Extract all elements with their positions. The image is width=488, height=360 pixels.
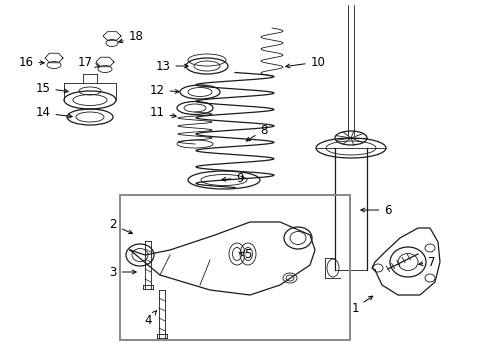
Text: 14: 14 (36, 107, 72, 120)
Text: 18: 18 (119, 31, 143, 44)
Text: 8: 8 (246, 123, 267, 141)
Bar (120, 195, 349, 340)
Text: 1: 1 (350, 296, 372, 315)
Text: 15: 15 (36, 81, 68, 94)
Text: 12: 12 (149, 84, 179, 96)
Text: 7: 7 (418, 256, 435, 269)
Text: 9: 9 (222, 171, 243, 184)
Text: 16: 16 (19, 55, 44, 68)
Text: 17: 17 (77, 55, 99, 68)
Polygon shape (371, 228, 439, 295)
Text: 11: 11 (149, 107, 176, 120)
Text: 6: 6 (360, 203, 391, 216)
Text: 2: 2 (109, 219, 132, 234)
Text: 10: 10 (285, 55, 325, 68)
Text: 13: 13 (155, 59, 188, 72)
Text: 5: 5 (238, 248, 251, 261)
Text: 3: 3 (109, 266, 136, 279)
Polygon shape (130, 222, 314, 295)
Text: 4: 4 (144, 311, 156, 327)
